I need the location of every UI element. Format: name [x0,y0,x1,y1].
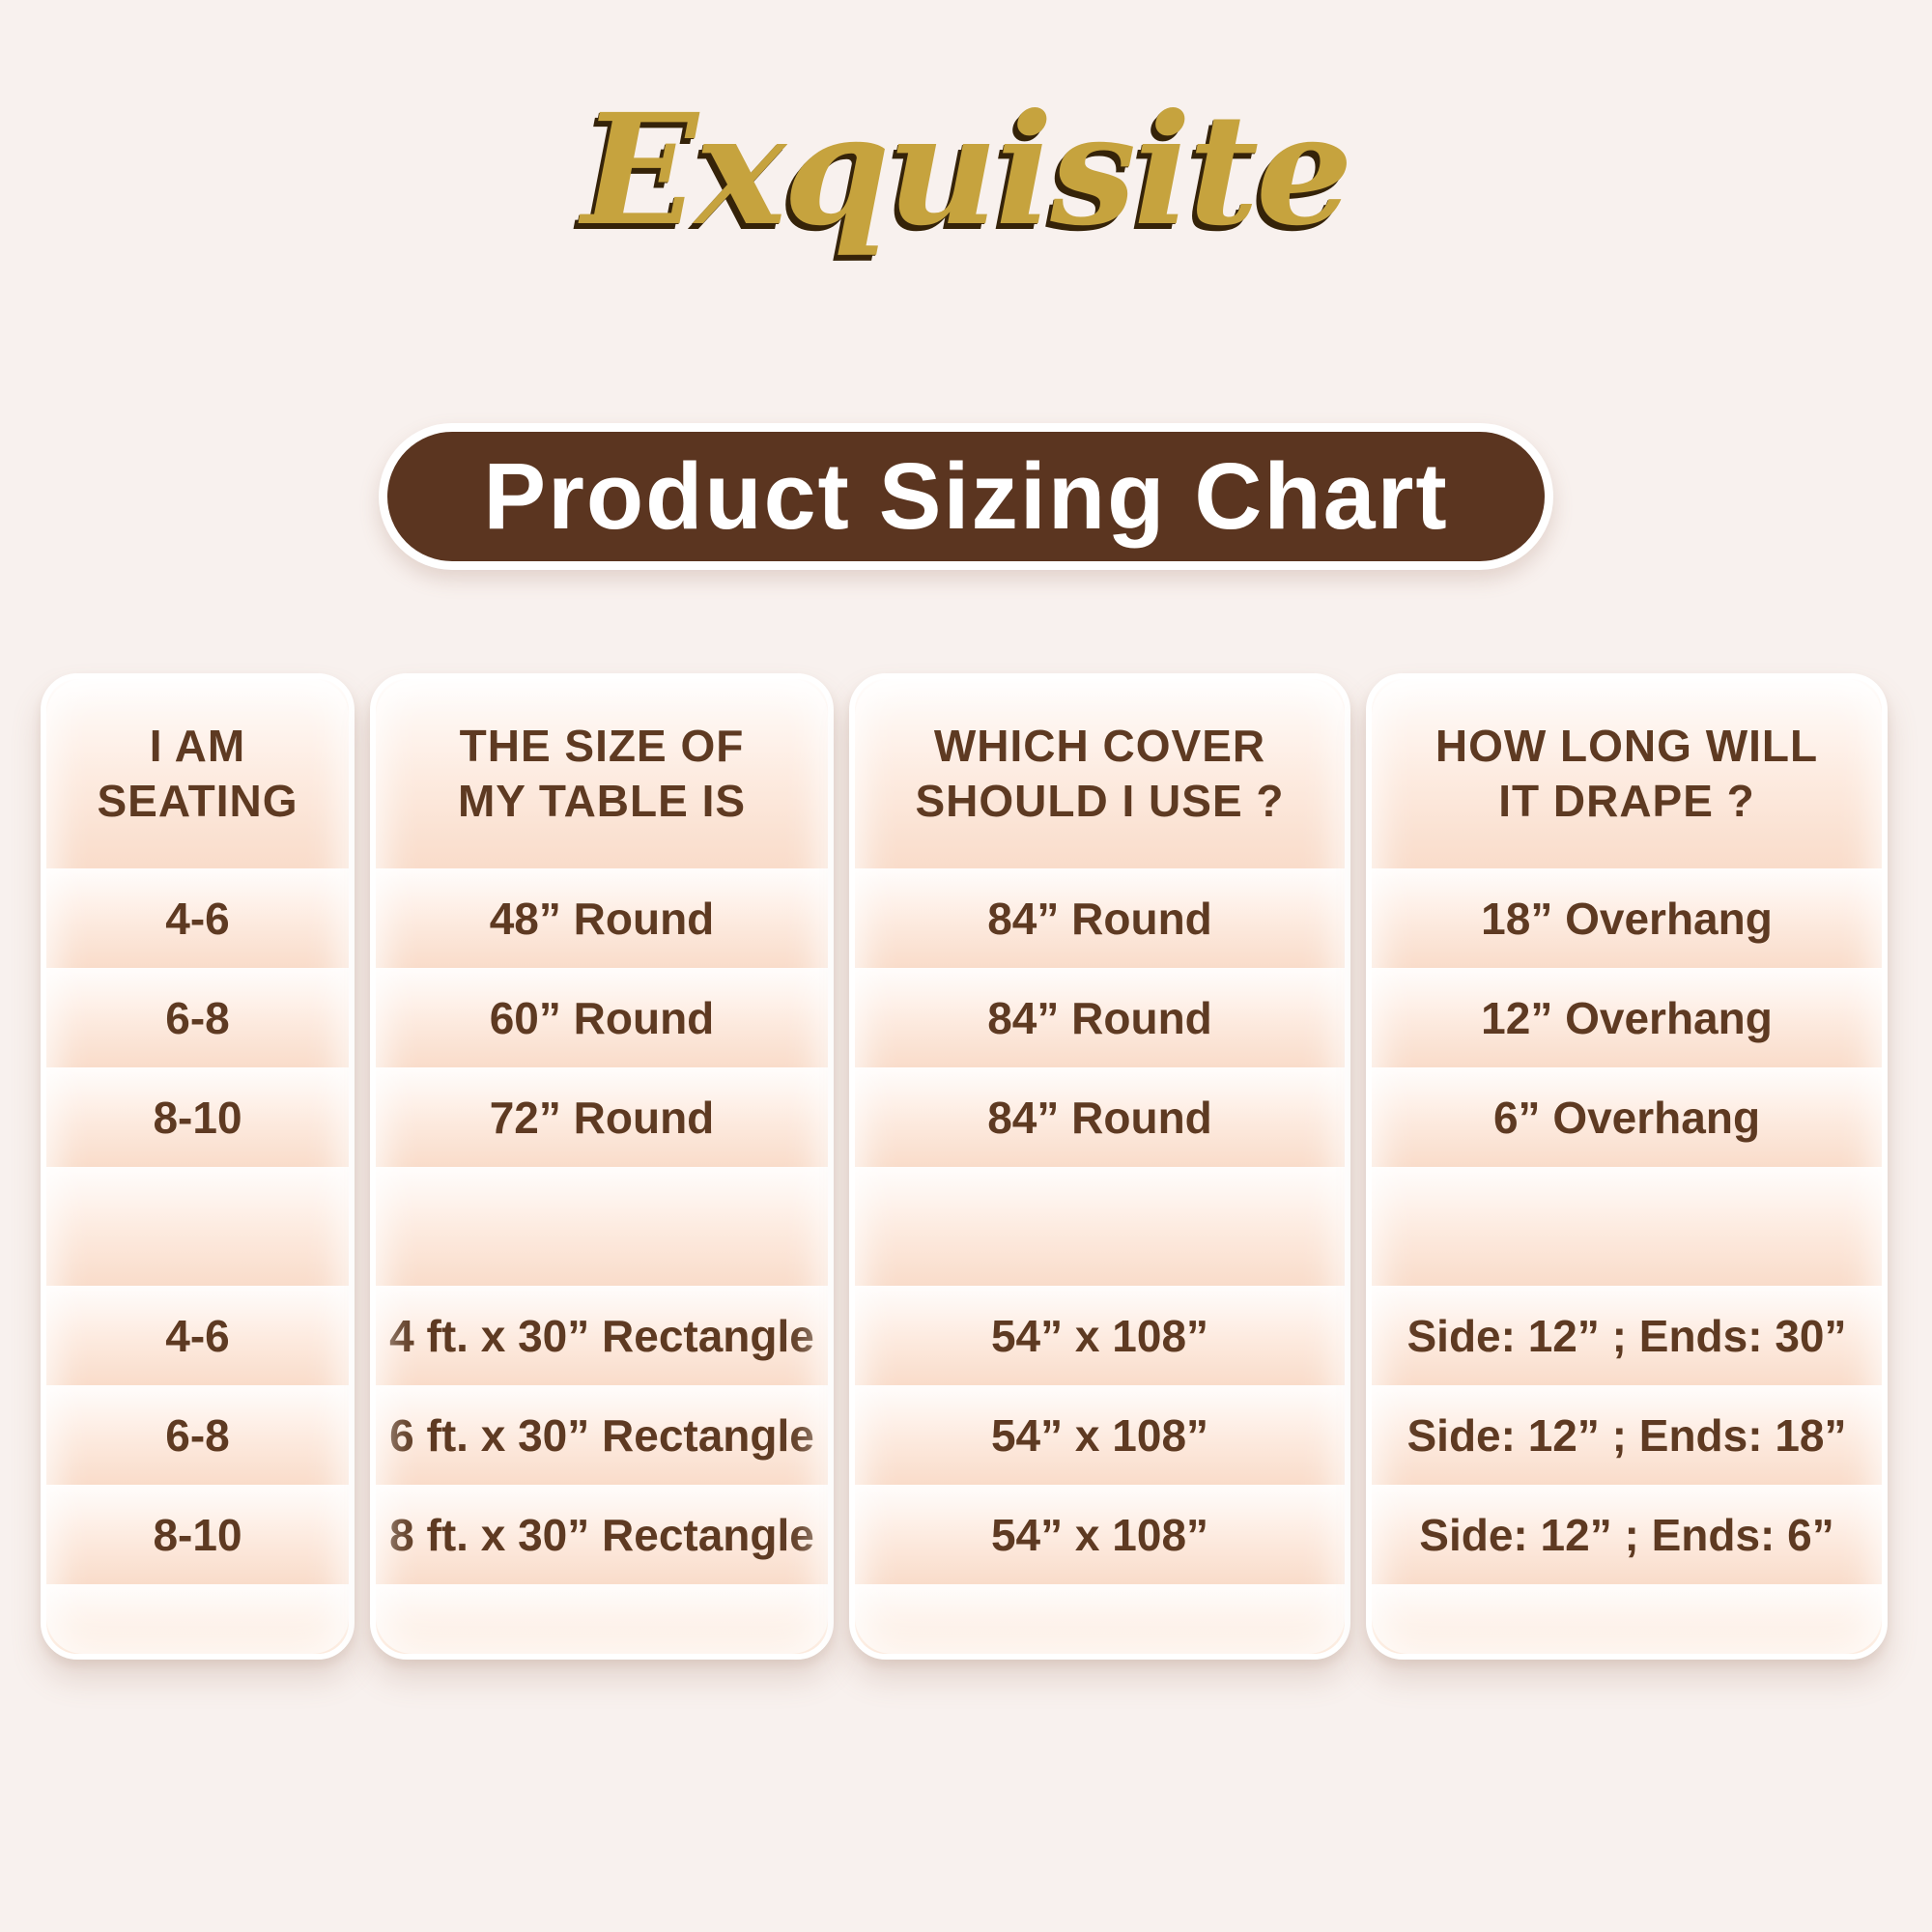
table-cell: 6 ft. x 30” Rectangle [376,1385,828,1485]
card-footer-band [46,1584,349,1654]
column-header-table-size: THE SIZE OF MY TABLE IS [376,679,828,868]
card-footer-band [1372,1584,1882,1654]
table-cell: 8-10 [46,1067,349,1167]
column-header-seating: I AM SEATING [46,679,349,868]
column-header-line: IT DRAPE ? [1498,776,1755,826]
table-cell: 72” Round [376,1067,828,1167]
column-header-line: WHICH COVER [933,721,1266,771]
table-cell: 84” Round [855,868,1345,968]
column-card-seating: I AM SEATING 4-6 6-8 8-10 4-6 6-8 8-10 [41,673,355,1660]
column-header-line: SEATING [97,776,298,826]
table-cell: 4 ft. x 30” Rectangle [376,1286,828,1385]
table-cell: 6” Overhang [1372,1067,1882,1167]
table-cell: Side: 12” ; Ends: 18” [1372,1385,1882,1485]
table-cell: Side: 12” ; Ends: 6” [1372,1485,1882,1584]
table-cell: 60” Round [376,968,828,1067]
empty-row-band [1372,1167,1882,1286]
column-header-cover: WHICH COVER SHOULD I USE ? [855,679,1345,868]
table-cell: Side: 12” ; Ends: 30” [1372,1286,1882,1385]
column-header-line: THE SIZE OF [459,721,745,771]
card-footer-band [855,1584,1345,1654]
table-cell: 48” Round [376,868,828,968]
column-header-drape: HOW LONG WILL IT DRAPE ? [1372,679,1882,868]
brand-logo: Exquisite [582,81,1352,260]
column-card-table-size: THE SIZE OF MY TABLE IS 48” Round 60” Ro… [370,673,834,1660]
table-cell: 8-10 [46,1485,349,1584]
table-cell: 18” Overhang [1372,868,1882,968]
column-card-drape: HOW LONG WILL IT DRAPE ? 18” Overhang 12… [1366,673,1888,1660]
column-card-cover: WHICH COVER SHOULD I USE ? 84” Round 84”… [849,673,1350,1660]
table-cell: 84” Round [855,968,1345,1067]
empty-row-band [46,1167,349,1286]
table-cell: 8 ft. x 30” Rectangle [376,1485,828,1584]
empty-row-band [855,1167,1345,1286]
column-header-line: I AM [149,721,246,771]
column-header-line: HOW LONG WILL [1435,721,1819,771]
table-cell: 4-6 [46,1286,349,1385]
column-header-line: MY TABLE IS [457,776,747,826]
card-footer-band [376,1584,828,1654]
table-cell: 6-8 [46,1385,349,1485]
table-cell: 54” x 108” [855,1485,1345,1584]
empty-row-band [376,1167,828,1286]
table-cell: 54” x 108” [855,1385,1345,1485]
table-cell: 12” Overhang [1372,968,1882,1067]
table-cell: 6-8 [46,968,349,1067]
table-cell: 54” x 108” [855,1286,1345,1385]
title-banner: Product Sizing Chart [379,423,1553,570]
table-cell: 84” Round [855,1067,1345,1167]
table-cell: 4-6 [46,868,349,968]
column-header-line: SHOULD I USE ? [915,776,1285,826]
page-title: Product Sizing Chart [483,443,1449,549]
sizing-table: I AM SEATING 4-6 6-8 8-10 4-6 6-8 8-10 T… [41,673,1888,1660]
